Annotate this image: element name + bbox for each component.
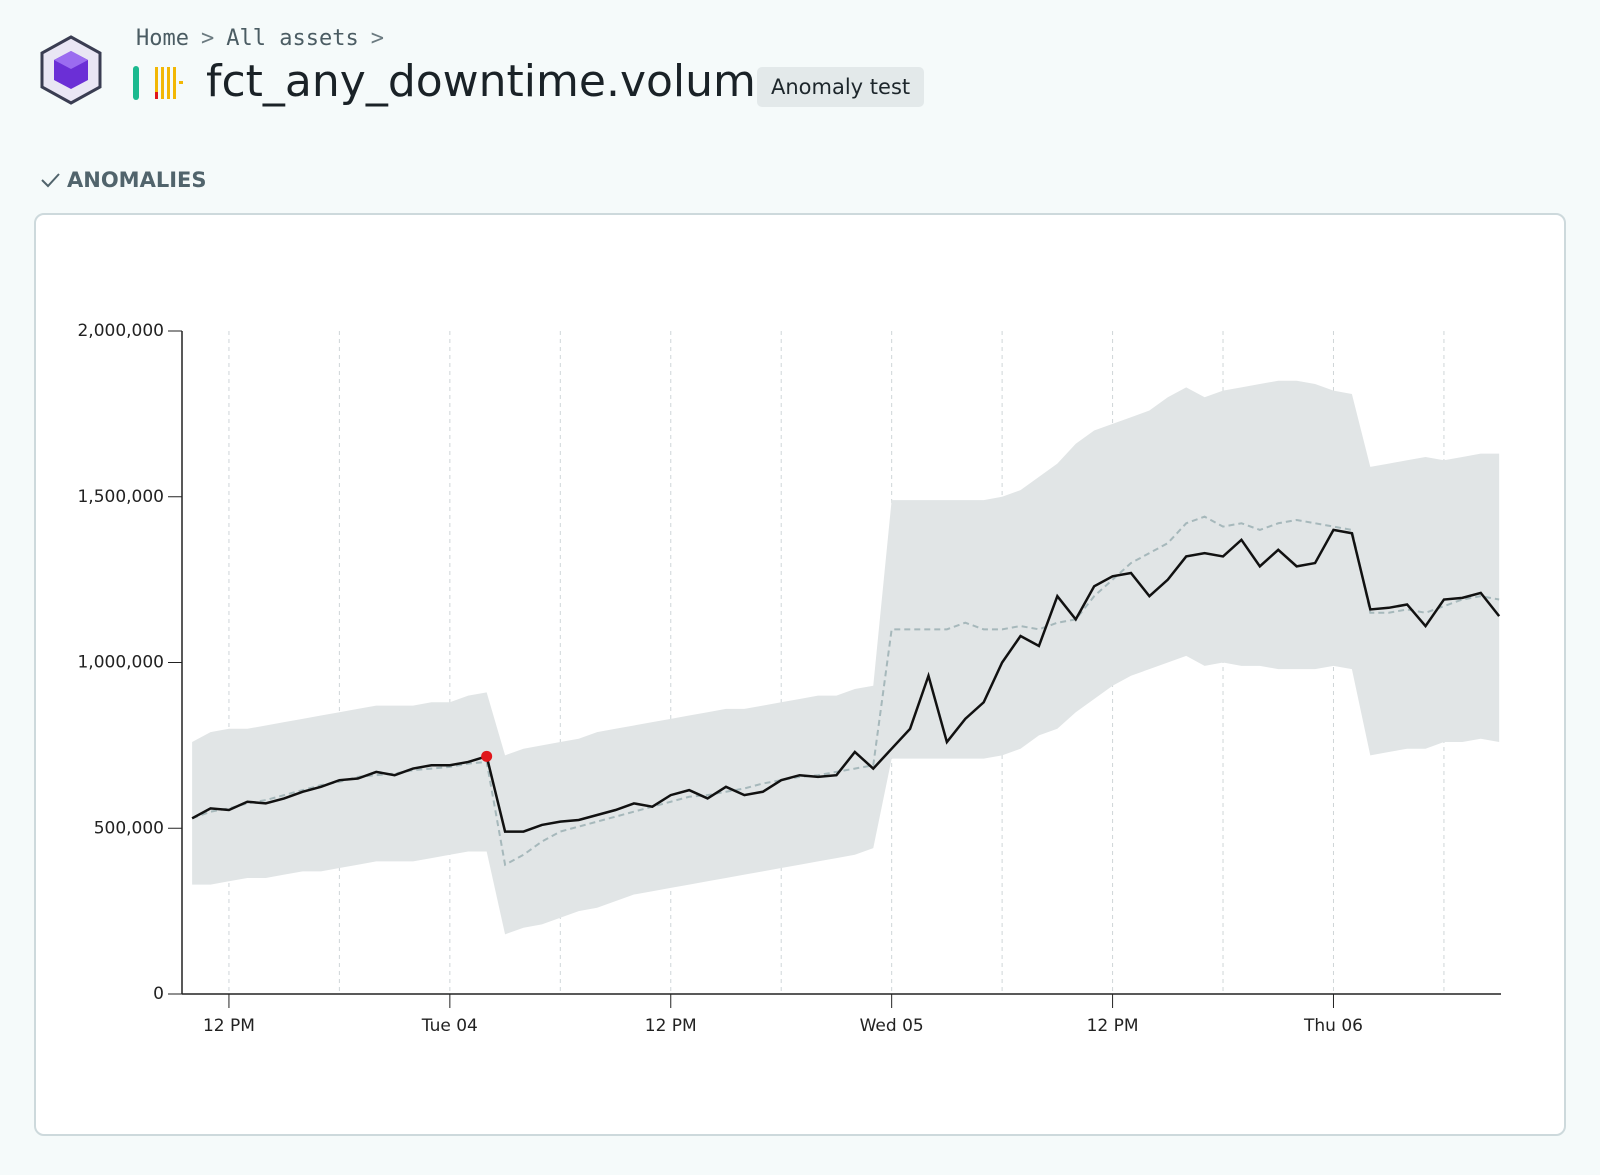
expected-band <box>192 380 1500 935</box>
chevron[interactable] <box>40 171 62 191</box>
y-tick-label: 1,000,000 <box>77 653 164 673</box>
breadcrumb-link[interactable]: Home <box>136 26 189 51</box>
section-title[interactable]: ANOMALIES <box>67 168 207 192</box>
anomaly-point <box>481 750 493 762</box>
y-tick-label: 2,000,000 <box>77 321 164 341</box>
x-tick-label: Thu 06 <box>1303 1016 1363 1036</box>
chart-card: 0 500,000 1,000,000 1,500,000 2,000,000 12 PM… <box>34 213 1566 1136</box>
y-tick-label: 0 <box>153 984 164 1004</box>
x-tick-label: Tue 04 <box>421 1016 478 1036</box>
x-tick-label: 12 PM <box>203 1016 255 1036</box>
breadcrumb-link[interactable]: All assets <box>226 26 359 51</box>
status-icon <box>133 66 183 100</box>
breadcrumb: Home > All assets > <box>136 26 384 51</box>
x-tick-label: 12 PM <box>1087 1016 1139 1036</box>
x-tick-label: 12 PM <box>645 1016 697 1036</box>
chart: 0 500,000 1,000,000 1,500,000 2,000,000 12 PM… <box>77 321 1501 1036</box>
asset-icon <box>40 35 102 105</box>
y-tick-label: 500,000 <box>94 818 164 838</box>
y-tick-label: 1,500,000 <box>77 487 164 507</box>
asset-title: fct_any_downtime.volume <box>206 56 783 107</box>
badge: Anomaly test <box>757 67 925 107</box>
value-line <box>191 528 1501 833</box>
x-tick-label: Wed 05 <box>860 1016 924 1036</box>
